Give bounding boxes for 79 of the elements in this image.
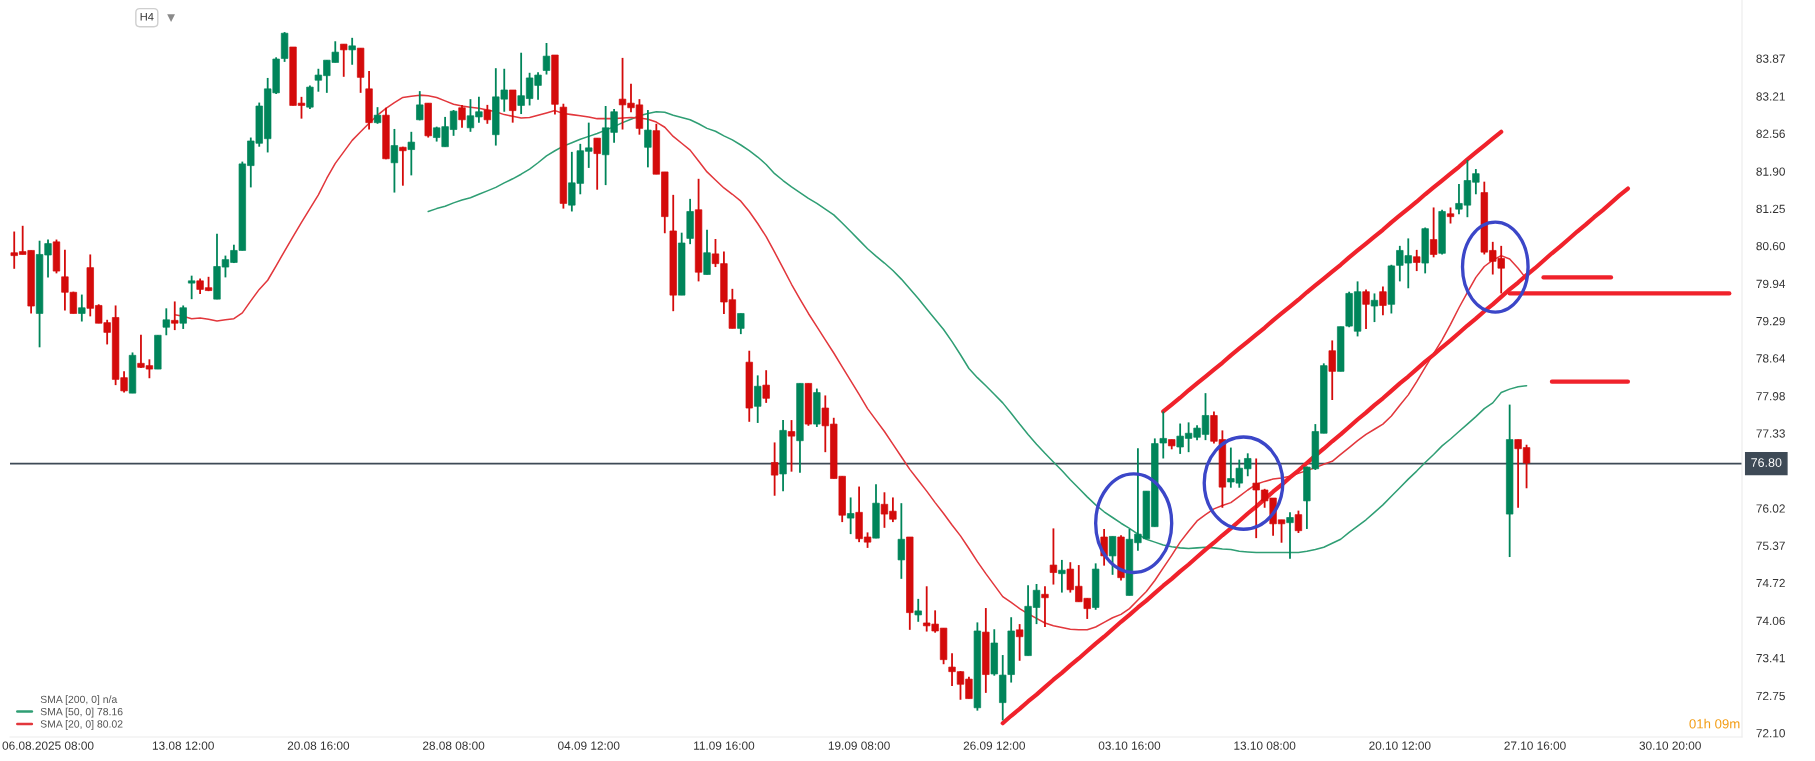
y-tick-label: 80.60 [1756,241,1785,251]
candlestick [770,441,779,497]
line-series [427,110,1528,554]
y-tick-label: 83.21 [1756,92,1785,101]
y-tick-label: 77.33 [1756,429,1785,438]
x-tick-label: 11.09 16:00 [694,741,755,750]
line-series [1161,129,1504,414]
candlestick [754,374,762,424]
candlestick [348,36,356,66]
candlestick [179,304,187,330]
candlestick [1362,288,1370,330]
annotation: H4 [140,12,154,21]
y-tick-label: 81.90 [1756,167,1785,176]
candlestick [1058,559,1066,594]
x-tick-label: 27.10 16:00 [1504,741,1566,750]
x-tick-label: 26.09 12:00 [963,741,1026,750]
candlestick [897,502,905,580]
x-tick-label: 13.10 08:00 [1234,741,1296,750]
annotation: 01h 09m [1689,718,1740,729]
candlestick [1041,585,1049,628]
x-tick-label: 28.08 08:00 [422,741,485,750]
y-tick-label: 83.87 [1756,54,1785,63]
y-tick-label: 72.75 [1756,691,1785,701]
legend-label: SMA [50, 0] 78.16 [40,707,123,718]
candlestick [644,109,652,169]
candlestick [703,228,711,276]
candlestick [847,496,855,536]
x-tick-label: 13.08 12:00 [152,741,214,750]
y-tick-label: 74.72 [1756,578,1785,588]
candlestick [340,43,348,78]
candlestick [162,307,170,337]
x-tick-label: 20.08 16:00 [287,741,350,750]
candlestick [762,369,770,404]
candlestick [1049,527,1058,586]
x-tick-label: 20.10 12:00 [1369,741,1431,750]
x-tick-label: 19.09 08:00 [828,741,890,750]
x-tick-label: 03.10 16:00 [1098,741,1161,750]
candlestick [1108,535,1117,576]
x-tick-label: 04.09 12:00 [558,741,620,750]
y-tick-label: 77.98 [1756,392,1785,401]
candlestick [509,89,517,124]
y-tick-label: 76.02 [1756,504,1785,513]
candlestick [416,90,424,122]
candlestick [407,130,415,177]
candlestick [1379,285,1387,317]
candlestick [1294,509,1303,534]
candlestick [1328,339,1336,401]
candlestick [399,145,407,187]
legend-label: SMA [20, 0] 80.02 [40,720,123,730]
y-tick-label: 78.64 [1756,354,1786,363]
y-tick-label: 79.29 [1756,316,1785,326]
x-tick-label: 30.10 20:00 [1639,741,1701,750]
y-tick-label: 81.25 [1756,204,1785,213]
candlestick [542,42,551,76]
candlestick [306,84,314,110]
candlestick [1370,292,1379,323]
y-tick-label: 79.94 [1756,279,1786,289]
candlestick [390,128,399,194]
y-tick-label: 74.06 [1756,616,1785,626]
annotation: SMA [200, 0] n/a [40,695,118,706]
x-tick-label: 06.08.2025 08:00 [2,741,94,750]
candlestick [593,137,601,191]
ref-line-label: 76.80 [1751,458,1782,467]
y-tick-label: 72.10 [1756,729,1785,738]
candlestick [1015,623,1024,662]
candlestick [1413,248,1421,272]
candlestick [914,597,922,623]
candlestick [787,419,796,473]
candlestick [483,103,491,125]
y-tick-label: 82.56 [1756,129,1785,138]
y-tick-label: 75.37 [1756,541,1785,550]
candlestick [458,103,466,129]
candlestick [1429,206,1438,259]
candlestick [188,274,196,301]
candlestick [78,293,86,323]
candlestick [737,312,745,336]
candlestick [1286,511,1294,560]
y-tick-label: 73.41 [1756,653,1785,663]
candlestick [171,300,179,332]
